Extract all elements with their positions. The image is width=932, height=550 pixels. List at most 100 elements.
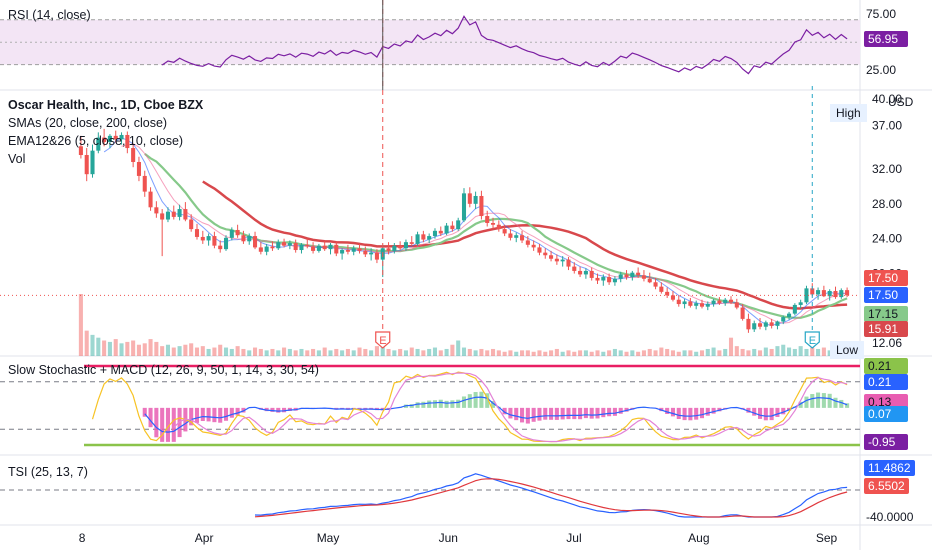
volume-bar xyxy=(247,350,252,356)
macd-hist-bar xyxy=(409,404,414,408)
x-axis-label: Jun xyxy=(439,531,458,545)
volume-bar xyxy=(235,346,240,356)
earnings-label: E xyxy=(379,335,386,347)
price-tick: 40.00 xyxy=(872,92,902,106)
volume-bar xyxy=(485,350,490,356)
macd-hist-bar xyxy=(160,407,165,442)
candle-body xyxy=(665,291,670,296)
candle-body xyxy=(711,300,716,305)
currency-label: USD xyxy=(888,95,914,109)
volume-bar xyxy=(781,344,786,356)
volume-bar xyxy=(322,347,327,356)
candle-body xyxy=(734,302,739,308)
macd-hist-bar xyxy=(508,407,513,419)
candle-body xyxy=(705,304,710,307)
macd-hist-bar xyxy=(607,407,612,417)
macd-hist-bar xyxy=(148,407,153,428)
volume-bar xyxy=(328,350,333,356)
x-axis-label: Aug xyxy=(688,531,709,545)
candle-body xyxy=(90,150,95,175)
candle-body xyxy=(432,230,438,237)
candle-body xyxy=(107,135,112,142)
candle-body xyxy=(438,230,443,234)
macd-hist-bar xyxy=(560,407,565,420)
volume-bar xyxy=(194,347,200,356)
volume-bar xyxy=(432,347,438,356)
candle-body xyxy=(96,137,101,151)
candle-body xyxy=(177,209,182,217)
macd-hist-bar xyxy=(589,407,594,419)
macd-hist-bar xyxy=(775,407,780,417)
macd-hist-bar xyxy=(229,407,234,418)
candle-body xyxy=(792,304,797,314)
candle-body xyxy=(543,252,548,256)
volume-bar xyxy=(566,350,571,356)
volume-bar xyxy=(293,350,298,356)
volume-bar xyxy=(351,350,356,356)
candle-body xyxy=(845,290,850,296)
volume-bar xyxy=(206,348,211,356)
candle-body xyxy=(682,301,687,305)
candle-body xyxy=(345,250,350,252)
macd-hist-bar xyxy=(670,407,675,417)
macd-hist-bar xyxy=(699,407,705,419)
volume-bar xyxy=(525,350,530,356)
volume-bar xyxy=(752,348,757,356)
volume-bar xyxy=(572,351,577,356)
candle-body xyxy=(148,191,153,208)
volume-bar xyxy=(537,350,542,356)
volume-bar xyxy=(473,350,478,356)
candle-body xyxy=(235,229,240,236)
candle-body xyxy=(740,307,745,319)
volume-bar xyxy=(374,346,379,356)
macd-hist-bar xyxy=(578,407,583,420)
candle-body xyxy=(299,244,304,251)
volume-bar xyxy=(276,350,281,356)
candle-body xyxy=(386,248,391,251)
volume-bar xyxy=(316,350,321,356)
volume-bar xyxy=(798,346,803,356)
volume-bar xyxy=(357,347,362,356)
candle-body xyxy=(769,322,774,326)
volume-bar xyxy=(514,351,519,356)
candle-body xyxy=(624,274,629,278)
volume-bar xyxy=(560,351,565,356)
volume-bar xyxy=(171,347,176,356)
candle-body xyxy=(276,242,281,249)
candle-body xyxy=(827,290,832,297)
macd-hist-bar xyxy=(485,393,490,408)
candle-body xyxy=(485,216,490,223)
macd-hist-bar xyxy=(461,396,467,408)
macd-hist-bar xyxy=(218,407,223,423)
candle-body xyxy=(125,134,130,149)
macd-hist-bar xyxy=(142,407,147,417)
volume-bar xyxy=(258,348,263,356)
candle-body xyxy=(374,252,379,260)
volume-bar xyxy=(154,341,159,356)
volume-bar xyxy=(398,348,403,356)
macd-hist-bar xyxy=(194,407,200,423)
candle-body xyxy=(415,234,420,244)
volume-bar xyxy=(311,348,316,356)
price-tick: 24.00 xyxy=(872,232,902,246)
candle-body xyxy=(670,295,675,300)
volume-bar xyxy=(90,334,95,356)
candle-body xyxy=(752,323,757,330)
price-value-pill: 17.50 xyxy=(864,287,908,304)
macd-hist-bar xyxy=(427,400,432,408)
volume-bar xyxy=(647,348,652,356)
x-axis-label: May xyxy=(317,531,340,545)
macd-hist-bar xyxy=(543,407,548,420)
candle-body xyxy=(798,302,803,305)
volume-bar xyxy=(694,351,699,356)
volume-bar xyxy=(305,350,310,356)
candle-body xyxy=(641,275,646,279)
candle-body xyxy=(282,242,287,246)
macd-hist-bar xyxy=(537,407,542,421)
macd-hist-bar xyxy=(694,407,699,420)
macd-hist-bar xyxy=(583,407,588,419)
macd-hist-bar xyxy=(781,407,786,415)
ema-legend: EMA12&26 (5, close, 10, close) xyxy=(8,134,184,148)
candle-body xyxy=(502,229,507,234)
